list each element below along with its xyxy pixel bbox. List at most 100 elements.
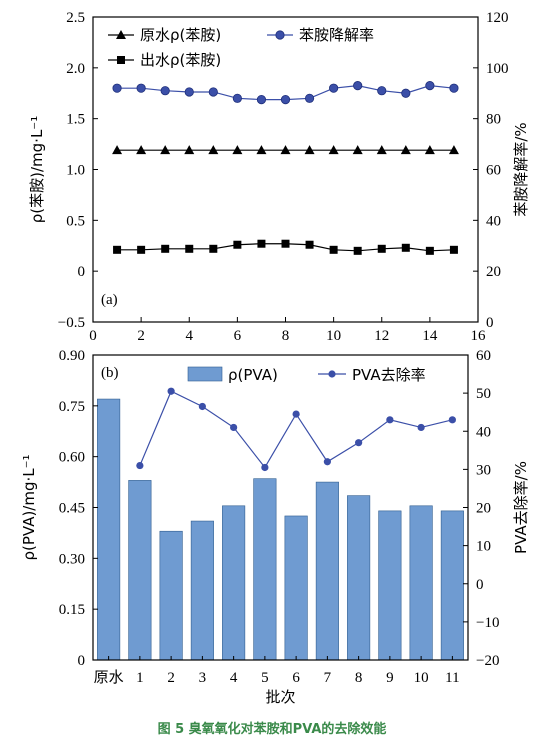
data-point-a xyxy=(377,86,387,96)
bar xyxy=(347,495,371,661)
data-point-a xyxy=(232,93,242,103)
panel-label-b: (b) xyxy=(101,365,119,381)
data-point-a xyxy=(160,86,170,96)
x-tick-label-b: 6 xyxy=(292,670,300,686)
data-point-a xyxy=(112,145,123,155)
x-tick-label-b: 原水 xyxy=(94,668,124,686)
legend-marker xyxy=(328,370,336,378)
x-tick-label-a: 0 xyxy=(89,328,97,344)
data-point-a xyxy=(232,145,243,155)
data-point-b xyxy=(167,387,175,395)
data-point-a xyxy=(184,145,195,155)
panel-label-a: (a) xyxy=(101,292,118,308)
x-tick-label-a: 14 xyxy=(422,328,438,344)
data-point-a xyxy=(424,145,435,155)
y2-tick-label-b: −20 xyxy=(476,653,499,669)
legend-marker xyxy=(275,30,285,40)
data-point-b xyxy=(261,463,269,472)
y-tick-label-a: 0.5 xyxy=(66,213,85,229)
y2-tick-label-a: 40 xyxy=(486,213,501,229)
data-point-b xyxy=(417,423,425,432)
y2-tick-label-b: 20 xyxy=(476,501,491,517)
data-point-a xyxy=(185,244,194,253)
data-point-a xyxy=(208,145,219,155)
x-tick-label-b: 10 xyxy=(414,670,429,686)
chart-a: 0 2 4 6 8 10 12 14 16−0.500.51.01.52.02.50204060… xyxy=(28,10,530,344)
data-point-a xyxy=(280,95,291,105)
data-point-a xyxy=(305,240,314,249)
data-point-a xyxy=(449,83,459,93)
y2-tick-label-b: 0 xyxy=(476,577,484,593)
y2-tick-label-a: 100 xyxy=(486,61,509,77)
y-tick-label-a: 0 xyxy=(78,264,86,280)
data-point-a xyxy=(137,245,146,254)
x-tick-label-a: 10 xyxy=(326,328,341,344)
y-axis-label-b: ρ(PVA)/mg·L⁻¹ xyxy=(20,454,38,560)
x-tick-label-b: 5 xyxy=(261,670,269,686)
data-point-a xyxy=(281,239,290,248)
y2-tick-label-b: 40 xyxy=(476,424,491,440)
data-point-a xyxy=(400,145,411,155)
data-point-b xyxy=(292,410,300,418)
data-point-a xyxy=(256,145,267,155)
y2-tick-label-b: 60 xyxy=(476,348,491,364)
legend-b: ρ(PVA) PVA去除率 xyxy=(187,366,426,384)
y2-tick-label-b: 50 xyxy=(476,386,491,402)
data-point-a xyxy=(257,239,266,248)
data-point-a xyxy=(112,83,122,93)
data-point-a xyxy=(401,243,410,252)
data-point-a xyxy=(256,95,267,105)
y-tick-label-b: 0.60 xyxy=(59,450,85,466)
data-point-a xyxy=(136,145,147,155)
legend-marker xyxy=(117,56,125,64)
data-point-b xyxy=(386,416,394,424)
data-point-a xyxy=(401,88,411,98)
x-tick-label-b: 3 xyxy=(199,670,207,686)
x-tick-label-a: 4 xyxy=(186,328,194,344)
x-tick-label-a: 16 xyxy=(471,328,487,344)
y-tick-label-b: 0.45 xyxy=(59,501,85,517)
data-point-a xyxy=(376,145,387,155)
x-tick-label-b: 11 xyxy=(445,670,459,686)
bar xyxy=(253,478,277,661)
y-tick-label-b: 0 xyxy=(78,653,86,669)
data-point-a xyxy=(233,240,242,249)
data-point-b xyxy=(230,423,238,432)
data-point-a xyxy=(328,145,339,155)
bar xyxy=(315,481,339,661)
x-tick-label-b: 1 xyxy=(136,670,144,686)
x-tick-label-b: 9 xyxy=(386,670,394,686)
bar xyxy=(409,505,433,661)
y-tick-label-b: 0.75 xyxy=(59,399,85,415)
y2-tick-label-a: 120 xyxy=(486,10,509,26)
data-point-a xyxy=(184,87,194,97)
y-tick-label-b: 0.30 xyxy=(59,551,85,567)
data-point-a xyxy=(425,246,434,255)
y2-axis-label-a: 苯胺降解率/% xyxy=(512,122,530,216)
legend-label: 出水ρ(苯胺) xyxy=(140,51,221,69)
data-point-a xyxy=(161,244,170,253)
y2-tick-label-a: 20 xyxy=(486,264,501,280)
legend-label: 原水ρ(苯胺) xyxy=(140,26,221,44)
data-point-b xyxy=(355,439,363,447)
data-point-a xyxy=(160,145,171,155)
legend-label: 苯胺降解率 xyxy=(299,26,374,44)
legend-label: PVA去除率 xyxy=(352,366,426,384)
bar xyxy=(97,398,121,661)
data-point-b xyxy=(323,458,331,466)
data-point-b xyxy=(136,461,144,470)
series-line-b xyxy=(139,390,453,469)
x-tick-label-b: 7 xyxy=(324,670,332,686)
figure-caption: 图 5 臭氧氧化对苯胺和PVA的去除效能 xyxy=(157,722,387,737)
data-point-a xyxy=(353,81,363,91)
data-point-a xyxy=(304,145,315,155)
y2-tick-label-b: 10 xyxy=(476,539,491,555)
x-tick-label-b: 2 xyxy=(167,670,175,686)
data-point-b xyxy=(448,416,456,424)
legend-label: ρ(PVA) xyxy=(228,366,278,384)
y-tick-label-a: −0.5 xyxy=(58,315,85,331)
y2-tick-label-b: 30 xyxy=(476,462,491,478)
data-point-a xyxy=(208,87,218,97)
legend-a: 原水ρ(苯胺) 出水ρ(苯胺) 苯胺降解率 xyxy=(108,26,374,69)
